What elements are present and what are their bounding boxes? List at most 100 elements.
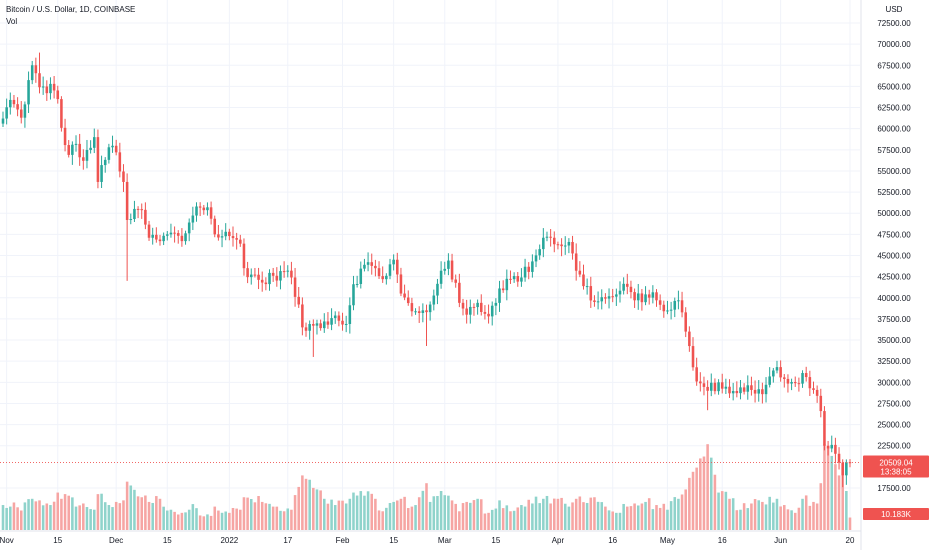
volume-bar xyxy=(731,498,735,530)
volume-bar xyxy=(691,471,695,530)
volume-bar xyxy=(757,500,761,530)
candle xyxy=(341,312,344,331)
candle xyxy=(30,60,34,85)
volume-bar xyxy=(166,510,169,530)
candle xyxy=(728,379,731,398)
candle xyxy=(184,230,187,245)
candle xyxy=(71,141,74,165)
volume-bar xyxy=(636,505,640,530)
candle xyxy=(538,244,541,260)
y-tick-label: 32500.00 xyxy=(877,357,911,366)
volume-bar xyxy=(125,481,129,530)
candle xyxy=(845,459,848,485)
volume-bar xyxy=(425,483,428,530)
x-tick-label: Dec xyxy=(109,536,123,545)
candle xyxy=(458,273,461,308)
volume-bar xyxy=(647,498,651,530)
candle xyxy=(333,311,337,324)
candle xyxy=(469,299,472,324)
axes: 72500.00 70000.00 67500.00 65000.00 62500.00… xyxy=(0,5,929,545)
volume-bar xyxy=(779,506,782,530)
volume-bar xyxy=(615,512,618,530)
candle xyxy=(585,278,589,295)
x-tick-label: 15 xyxy=(389,536,398,545)
candle xyxy=(235,232,238,250)
candle xyxy=(96,129,100,189)
candle xyxy=(19,101,23,124)
candle xyxy=(114,139,118,156)
y-tick-label: 25000.00 xyxy=(877,421,911,430)
candle xyxy=(571,235,574,260)
volume-bar xyxy=(319,490,322,530)
volume-bar xyxy=(618,512,622,530)
candle xyxy=(348,297,352,334)
volume-bar xyxy=(198,515,202,530)
volume-bar xyxy=(538,503,541,530)
candle xyxy=(103,157,107,173)
volume-bar xyxy=(209,515,213,530)
volume-bar xyxy=(797,507,801,530)
volume-bar xyxy=(246,497,249,530)
volume-bar xyxy=(352,492,355,530)
candle xyxy=(750,376,753,396)
volume-bar xyxy=(249,498,253,530)
volume-bar xyxy=(830,455,834,530)
volume-bar xyxy=(487,512,490,530)
candle xyxy=(447,253,450,276)
volume-bar xyxy=(662,503,666,530)
candle xyxy=(414,308,417,315)
volume-bar xyxy=(275,506,279,530)
volume-bar xyxy=(746,508,750,530)
volume-bars xyxy=(1,444,852,530)
candle xyxy=(92,128,96,154)
candle xyxy=(644,286,647,306)
candle xyxy=(479,294,483,316)
volume-bar xyxy=(63,494,67,530)
volume-bar xyxy=(582,502,585,530)
y-tick-label: 27500.00 xyxy=(877,399,911,408)
candle xyxy=(545,231,549,242)
volume-bar xyxy=(761,501,764,530)
volume-bar xyxy=(826,446,830,530)
candle xyxy=(268,269,271,291)
candle xyxy=(834,437,837,464)
candle xyxy=(593,295,596,307)
candle xyxy=(523,258,527,282)
candle xyxy=(319,319,322,331)
volume-bar xyxy=(823,444,826,530)
candle xyxy=(249,268,253,285)
candle xyxy=(52,75,56,99)
candle xyxy=(574,243,578,281)
volume-bar xyxy=(702,456,706,530)
volume-bar xyxy=(567,506,571,530)
volume-bar xyxy=(406,508,410,530)
candle xyxy=(100,155,103,189)
countdown-text: 13:38:05 xyxy=(880,468,912,477)
candle xyxy=(49,77,52,100)
candle xyxy=(198,202,202,217)
candle xyxy=(176,230,180,244)
volume-bar xyxy=(436,495,439,530)
volume-bar xyxy=(5,507,8,530)
volume-bar xyxy=(45,503,49,530)
candle xyxy=(118,142,122,178)
candle xyxy=(374,259,377,277)
candle xyxy=(147,220,151,241)
volume-bar xyxy=(815,503,819,530)
candle xyxy=(680,291,684,318)
volume-bar xyxy=(421,490,425,530)
x-tick-label: 2022 xyxy=(220,536,238,545)
volume-bar xyxy=(228,512,231,530)
volume-bar xyxy=(498,500,501,530)
candle xyxy=(531,254,534,278)
candle xyxy=(253,267,257,278)
candle xyxy=(815,385,819,403)
candle xyxy=(12,94,16,108)
candle xyxy=(195,202,198,222)
volume-bar xyxy=(308,479,311,530)
candle xyxy=(217,224,220,241)
volume-bar xyxy=(231,507,235,530)
